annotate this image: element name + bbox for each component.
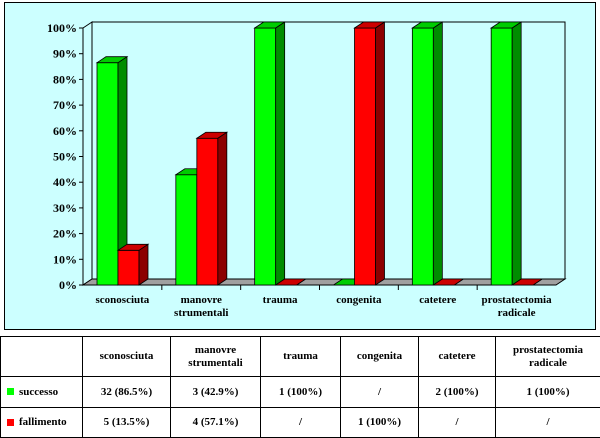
y-tick-label: 80% [53,72,77,86]
table-cell: 32 (86.5%) [83,377,171,408]
y-tick-label: 30% [53,201,77,215]
chart-side-wall [83,22,92,285]
legend-swatch-red [7,419,14,426]
table-cell: / [341,377,419,408]
table-header-row: sconosciuta manovre strumentali trauma c… [1,337,600,377]
table-cell: 4 (57.1%) [171,408,261,438]
chart-area: 0% 10% 20% 30% 40% 50% 60% 70% 80% 90% 100% sconosc… [4,2,596,330]
x-tick-label: congenita [336,294,382,306]
y-tick-label: 20% [53,227,77,241]
x-tick-label: prostatectomia [482,294,553,306]
table-header-cell: trauma [261,337,341,377]
table-cell: 3 (42.9%) [171,377,261,408]
table-cell: / [496,408,600,438]
bar-side-successo [276,22,285,285]
bar-side-successo [433,22,442,285]
table-header-cell: manovre strumentali [171,337,261,377]
series-name: successo [19,386,58,398]
table-cell: 1 (100%) [341,408,419,438]
bar-side-successo [512,22,521,285]
table-cell: 1 (100%) [261,377,341,408]
table-cell: 1 (100%) [496,377,600,408]
bar-successo [491,28,512,285]
table-header-cell: congenita [341,337,419,377]
legend-fallimento: fallimento [1,408,83,438]
y-tick-label: 0% [59,278,77,292]
bar-side-fallimento [139,244,148,285]
table-cell: / [419,408,496,438]
y-tick-label: 10% [53,252,77,266]
x-tick-label: strumentali [174,307,228,319]
bar-chart: 0% 10% 20% 30% 40% 50% 60% 70% 80% 90% 100% sconosc… [5,3,597,331]
bar-successo [176,175,197,285]
table-cell: 5 (13.5%) [83,408,171,438]
y-tick-label: 100% [47,21,77,35]
bar-fallimento [118,250,139,285]
bar-successo [97,63,118,285]
table-corner-cell [1,337,83,377]
bar-side-fallimento [376,22,385,285]
data-table: sconosciuta manovre strumentali trauma c… [0,336,600,438]
x-tick-label: manovre [181,294,222,306]
y-tick-label: 50% [53,150,77,164]
table-cell: / [261,408,341,438]
y-tick-label: 90% [53,47,77,61]
bar-successo [412,28,433,285]
y-tick-label: 40% [53,175,77,189]
x-tick-label: catetere [419,294,456,306]
bar-successo [255,28,276,285]
y-tick-label: 60% [53,124,77,138]
legend-swatch-green [7,388,14,395]
x-tick-label: sconosciuta [96,294,150,306]
table-row-successo: successo 32 (86.5%) 3 (42.9%) 1 (100%) /… [1,377,600,408]
legend-successo: successo [1,377,83,408]
table-header-cell: prostatectomia radicale [496,337,600,377]
table-row-fallimento: fallimento 5 (13.5%) 4 (57.1%) / 1 (100%… [1,408,600,438]
bar-fallimento [197,138,218,285]
table-cell: 2 (100%) [419,377,496,408]
table-header-cell: catetere [419,337,496,377]
x-tick-label: trauma [263,294,298,306]
series-name: fallimento [19,416,67,428]
y-tick-label: 70% [53,98,77,112]
table-header-cell: sconosciuta [83,337,171,377]
bar-side-fallimento [218,132,227,285]
x-tick-label: radicale [498,307,536,319]
bar-fallimento [355,28,376,285]
